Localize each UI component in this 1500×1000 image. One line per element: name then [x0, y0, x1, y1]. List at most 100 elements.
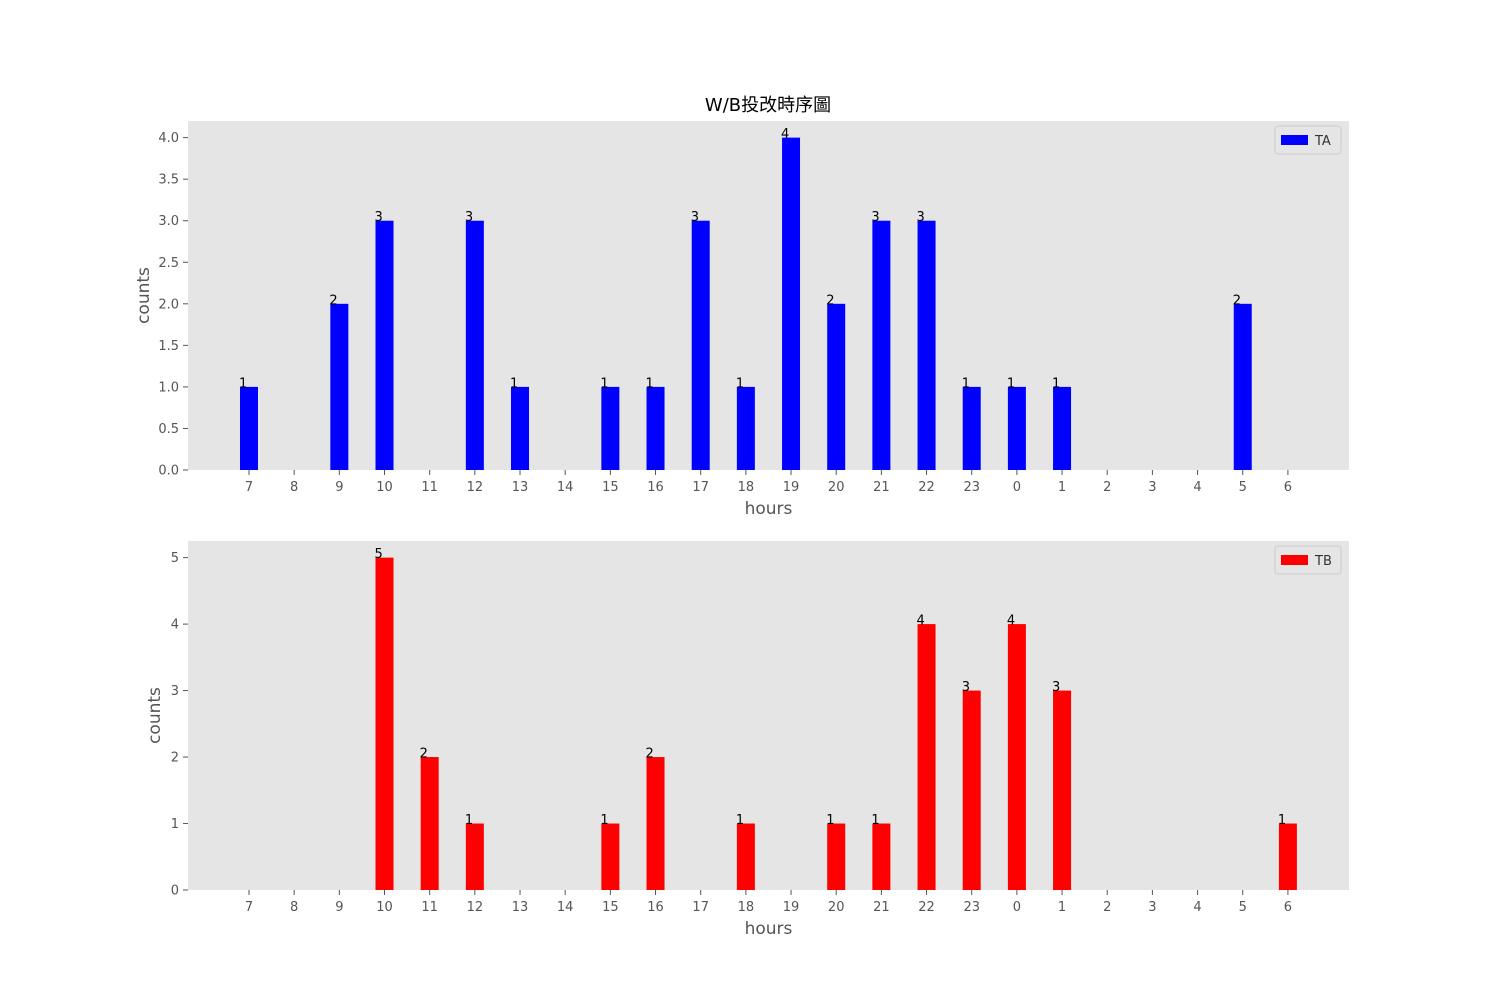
x-tick-label: 0: [1013, 900, 1021, 915]
bar: [736, 386, 755, 470]
bar-value-label: 1: [962, 376, 970, 391]
x-tick-label: 1: [1058, 480, 1066, 495]
bar-value-label: 1: [736, 376, 744, 391]
bar-value-label: 1: [1052, 376, 1060, 391]
y-tick-label: 0.5: [158, 422, 179, 437]
bar: [827, 823, 846, 890]
bar-value-label: 5: [375, 547, 383, 562]
x-tick-label: 5: [1239, 480, 1247, 495]
x-tick-label: 10: [376, 900, 393, 915]
x-tick-label: 4: [1193, 480, 1201, 495]
y-tick-label: 2: [171, 751, 179, 766]
bar-value-label: 3: [917, 210, 925, 225]
x-tick-label: 13: [512, 480, 529, 495]
x-tick-label: 22: [918, 900, 935, 915]
bar: [420, 757, 439, 890]
bar-value-label: 3: [871, 210, 879, 225]
bar-value-label: 1: [736, 813, 744, 828]
x-tick-label: 19: [783, 480, 800, 495]
x-tick-label: 19: [783, 900, 800, 915]
bar: [736, 823, 755, 890]
x-tick-label: 5: [1239, 900, 1247, 915]
bar: [601, 823, 620, 890]
y-tick-label: 1.5: [158, 339, 179, 354]
bar-value-label: 1: [1007, 376, 1015, 391]
bar: [511, 386, 530, 470]
bar: [601, 386, 620, 470]
y-tick-label: 3.5: [158, 173, 179, 188]
x-tick-label: 0: [1013, 480, 1021, 495]
y-tick-label: 2.5: [158, 256, 179, 271]
bar-value-label: 1: [600, 376, 608, 391]
bar: [917, 220, 936, 470]
x-tick-label: 22: [918, 480, 935, 495]
bar: [1053, 386, 1072, 470]
bar: [465, 220, 484, 470]
bar-value-label: 4: [917, 614, 925, 629]
x-tick-label: 13: [512, 900, 529, 915]
y-tick-label: 0.0: [158, 464, 179, 479]
y-tick-label: 4.0: [158, 131, 179, 146]
x-axis-label: hours: [745, 499, 793, 519]
bar: [872, 220, 891, 470]
bar-value-label: 1: [646, 376, 654, 391]
x-tick-label: 20: [828, 900, 845, 915]
y-tick-label: 2.0: [158, 297, 179, 312]
legend-swatch: [1281, 135, 1308, 145]
bar-value-label: 1: [465, 813, 473, 828]
x-tick-label: 14: [557, 900, 574, 915]
bar: [782, 137, 801, 470]
bar: [465, 823, 484, 890]
bar-value-label: 4: [781, 127, 789, 142]
x-tick-label: 9: [335, 480, 343, 495]
x-tick-label: 18: [738, 480, 755, 495]
legend: TB: [1274, 545, 1342, 575]
bar-value-label: 1: [239, 376, 247, 391]
x-tick-label: 3: [1148, 900, 1156, 915]
bar: [872, 823, 891, 890]
x-tick-label: 21: [873, 480, 890, 495]
y-axis-label: counts: [145, 687, 165, 744]
x-tick-label: 16: [647, 900, 664, 915]
x-tick-label: 16: [647, 480, 664, 495]
bar-value-label: 3: [1052, 680, 1060, 695]
x-tick-label: 7: [245, 480, 253, 495]
x-tick-label: 8: [290, 900, 298, 915]
bar: [1007, 624, 1026, 890]
y-tick-label: 1.0: [158, 380, 179, 395]
bar: [917, 624, 936, 890]
bar: [1053, 690, 1072, 890]
x-tick-label: 15: [602, 480, 619, 495]
x-tick-label: 6: [1284, 900, 1292, 915]
bar-value-label: 3: [962, 680, 970, 695]
bar: [330, 303, 349, 470]
bar: [827, 303, 846, 470]
legend-swatch: [1281, 555, 1308, 565]
x-tick-label: 23: [963, 480, 980, 495]
x-tick-label: 6: [1284, 480, 1292, 495]
y-tick-label: 5: [171, 551, 179, 566]
bar-value-label: 2: [329, 293, 337, 308]
bar-value-label: 1: [826, 813, 834, 828]
bar: [1007, 386, 1026, 470]
bar: [962, 386, 981, 470]
bar-value-label: 1: [510, 376, 518, 391]
x-tick-label: 20: [828, 480, 845, 495]
bar-value-label: 3: [465, 210, 473, 225]
plot-area: [188, 541, 1349, 890]
x-tick-label: 12: [467, 480, 484, 495]
bar-value-label: 2: [826, 293, 834, 308]
bar: [375, 557, 394, 890]
bar-value-label: 1: [1278, 813, 1286, 828]
x-tick-label: 15: [602, 900, 619, 915]
bar: [375, 220, 394, 470]
bar-value-label: 3: [691, 210, 699, 225]
bar: [962, 690, 981, 890]
x-tick-label: 21: [873, 900, 890, 915]
x-tick-label: 2: [1103, 480, 1111, 495]
y-tick-label: 0: [171, 884, 179, 899]
legend-label: TA: [1314, 134, 1331, 149]
figure-title: W/B投改時序圖: [705, 95, 831, 116]
